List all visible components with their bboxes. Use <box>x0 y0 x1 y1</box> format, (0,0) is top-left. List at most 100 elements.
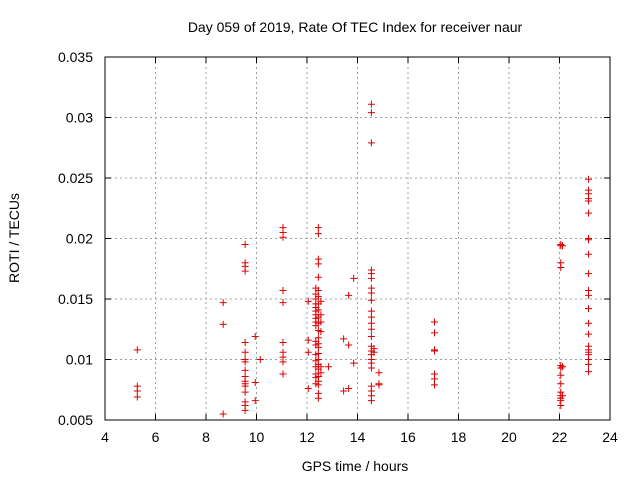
data-point <box>367 307 375 315</box>
data-point <box>279 299 287 307</box>
data-point <box>367 313 375 321</box>
data-point <box>375 381 383 389</box>
data-point <box>256 356 264 363</box>
x-tick-label: 14 <box>350 429 366 445</box>
data-point <box>219 320 227 328</box>
x-tick-labels: 4 6 8 10 12 14 16 18 20 22 24 <box>101 429 618 445</box>
data-point <box>367 319 375 327</box>
data-point <box>345 341 353 349</box>
axis-ticks <box>104 56 611 421</box>
data-point <box>317 363 325 371</box>
y-axis-label: ROTI / TECUs <box>6 193 22 283</box>
data-point <box>251 378 259 386</box>
data-point <box>557 364 565 372</box>
data-point <box>585 197 593 205</box>
grid-lines <box>105 57 610 420</box>
x-axis-label: GPS time / hours <box>302 458 409 474</box>
data-point <box>219 299 227 307</box>
x-tick-label: 6 <box>152 429 160 445</box>
data-point <box>585 270 593 278</box>
data-point <box>279 370 287 378</box>
data-point <box>431 329 439 337</box>
data-point <box>241 241 249 249</box>
data-point <box>585 305 593 313</box>
plot-frame <box>104 56 611 421</box>
data-point <box>431 381 439 389</box>
data-point <box>367 100 375 108</box>
data-point <box>340 335 348 343</box>
data-point <box>314 381 322 389</box>
data-point <box>324 363 332 371</box>
data-point <box>559 242 567 250</box>
chart-title: Day 059 of 2019, Rate Of TEC Index for r… <box>188 19 523 35</box>
data-point <box>585 330 593 338</box>
data-point <box>367 397 375 405</box>
data-point <box>279 339 287 347</box>
y-tick-label: 0.005 <box>58 412 93 428</box>
data-point <box>317 318 325 326</box>
data-point <box>585 209 593 217</box>
data-point <box>219 410 227 418</box>
data-point <box>241 366 249 374</box>
data-point <box>314 293 322 301</box>
data-point <box>345 291 353 299</box>
y-tick-label: 0.01 <box>66 352 93 368</box>
y-tick-label: 0.02 <box>66 231 93 247</box>
data-point <box>431 347 439 355</box>
data-point <box>279 233 287 241</box>
data-point <box>350 359 358 367</box>
data-point <box>367 333 375 341</box>
data-point <box>559 392 567 400</box>
y-tick-label: 0.03 <box>66 110 93 126</box>
data-point <box>241 382 249 390</box>
data-point <box>340 387 348 395</box>
data-point <box>585 360 593 368</box>
data-point <box>367 274 375 282</box>
data-point <box>133 393 141 401</box>
data-point <box>585 368 593 376</box>
x-tick-label: 10 <box>249 429 265 445</box>
data-point <box>241 348 249 356</box>
data-point <box>304 336 312 344</box>
data-point <box>314 273 322 281</box>
data-point <box>557 380 565 388</box>
data-point <box>314 260 322 268</box>
data-point <box>585 250 593 258</box>
data-point <box>317 297 325 305</box>
data-point <box>241 406 249 414</box>
data-point <box>314 394 322 402</box>
data-point <box>367 296 375 304</box>
data-points <box>133 100 593 418</box>
data-point <box>431 375 439 383</box>
data-point <box>314 287 322 295</box>
x-tick-label: 24 <box>602 429 618 445</box>
data-point <box>304 297 312 305</box>
x-tick-label: 18 <box>451 429 467 445</box>
data-point <box>251 333 259 341</box>
data-point <box>350 274 358 282</box>
data-point <box>585 319 593 327</box>
data-point <box>304 385 312 393</box>
y-tick-labels: 0.005 0.01 0.015 0.02 0.025 0.03 0.035 <box>58 49 93 428</box>
data-point <box>314 306 322 314</box>
data-point <box>133 346 141 354</box>
data-point <box>314 343 322 351</box>
data-point <box>367 289 375 297</box>
x-tick-label: 4 <box>101 429 109 445</box>
data-point <box>317 369 325 377</box>
data-point <box>557 371 565 379</box>
data-point <box>367 364 375 372</box>
x-tick-label: 22 <box>552 429 568 445</box>
data-point <box>367 139 375 147</box>
data-point <box>279 358 287 366</box>
data-point <box>279 287 287 295</box>
data-point <box>585 236 593 244</box>
data-point <box>367 109 375 117</box>
data-point <box>345 385 353 393</box>
data-point <box>370 348 378 356</box>
data-point <box>557 264 565 272</box>
x-tick-label: 20 <box>501 429 517 445</box>
y-tick-label: 0.025 <box>58 170 93 186</box>
data-point <box>314 230 322 238</box>
